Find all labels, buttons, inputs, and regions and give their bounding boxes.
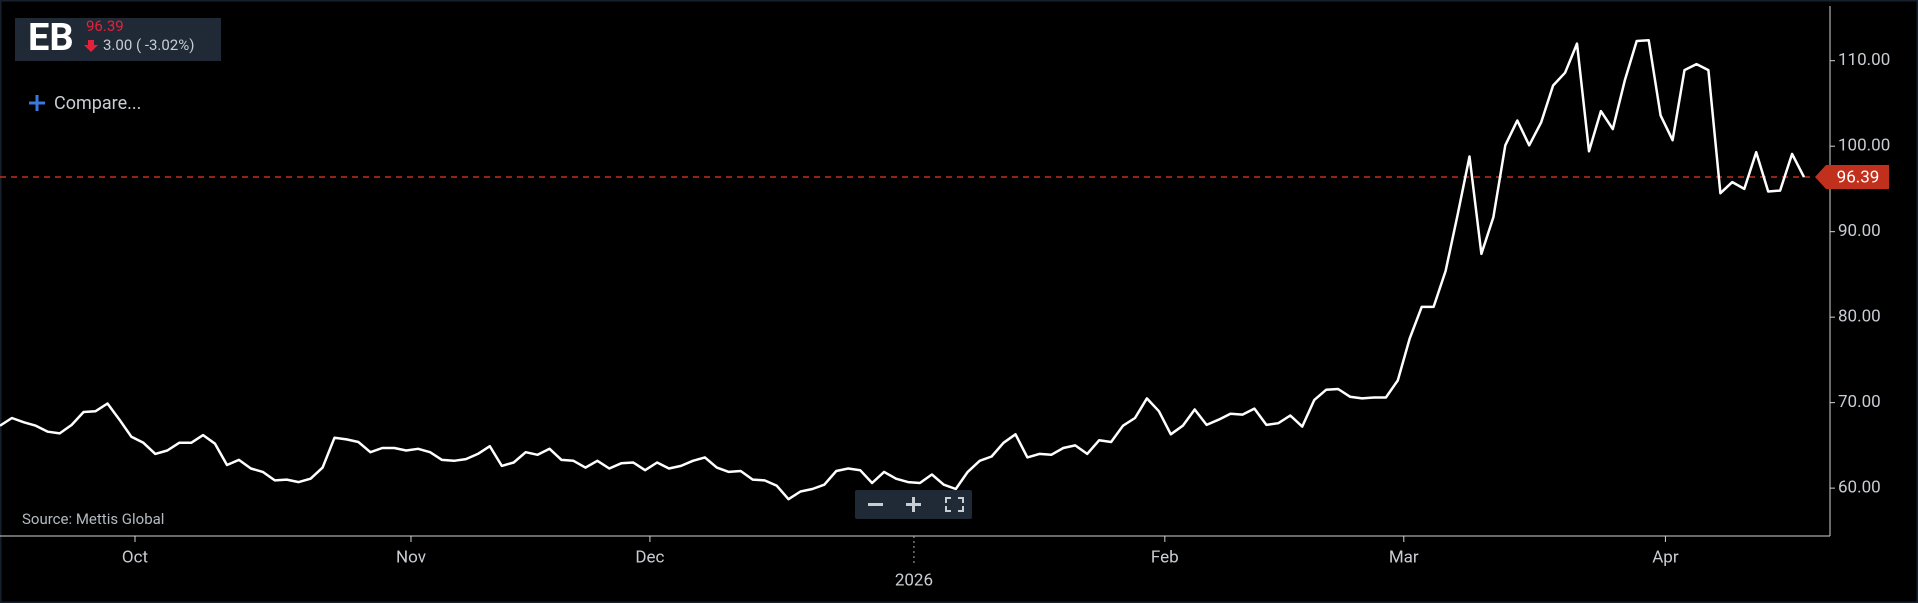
price-badge-label: 96.39: [1837, 168, 1880, 188]
ticker: EB: [28, 16, 74, 60]
change: 3.00 ( -3.02%): [103, 36, 194, 54]
plus-icon: [29, 95, 45, 111]
price-line-series: [0, 38, 1806, 501]
price: 96.39: [86, 17, 124, 35]
y-tick-label: 80.00: [1838, 307, 1881, 327]
fullscreen[interactable]: [945, 497, 964, 512]
x-tick-label: Nov: [396, 547, 426, 567]
y-tick-label: 90.00: [1838, 221, 1881, 241]
source: Source: Mettis Global: [22, 510, 164, 528]
y-tick-label: 100.00: [1838, 136, 1890, 156]
x-tick-label: Oct: [122, 547, 148, 567]
price-badge: [1815, 165, 1889, 190]
y-tick-label: 60.00: [1838, 478, 1881, 498]
x-tick-label: Feb: [1151, 547, 1179, 567]
x-tick-label: Dec: [635, 547, 664, 567]
compare-label: Compare...: [54, 93, 141, 114]
down-arrow: [84, 40, 98, 52]
y-tick-label: 70.00: [1838, 392, 1881, 412]
y-tick-label: 110.00: [1838, 50, 1890, 70]
zoom-in[interactable]: [906, 497, 921, 512]
plot-area: 60.00 70.00 80.00 90.00 100.00 110.00 Oct Nov De…: [0, 6, 1890, 590]
quote-box: [15, 18, 221, 61]
x-tick-label: 2026: [895, 570, 933, 590]
compare-button[interactable]: Compare...: [29, 93, 141, 114]
x-tick-label: Apr: [1652, 547, 1679, 567]
x-tick-label: Mar: [1389, 547, 1419, 567]
